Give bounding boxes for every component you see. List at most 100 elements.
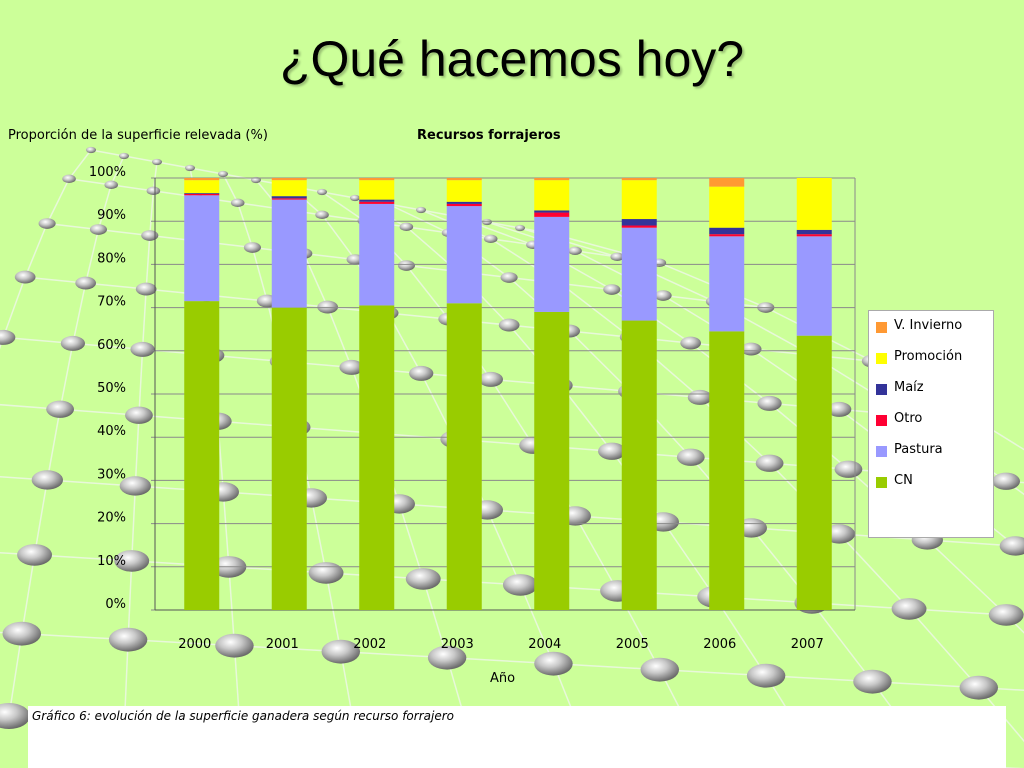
net-line xyxy=(387,203,449,234)
y-tick-label: 100% xyxy=(89,165,126,180)
net-line xyxy=(189,167,224,175)
x-tick-label: 2004 xyxy=(528,637,561,652)
bar-segment xyxy=(359,178,395,181)
net-line xyxy=(486,221,521,229)
net-sphere xyxy=(75,276,96,290)
net-line xyxy=(519,584,555,664)
bar-segment xyxy=(534,311,570,610)
net-line xyxy=(130,485,137,561)
figure-caption: Gráfico 6: evolución de la superficie ga… xyxy=(32,709,454,723)
legend-label: Otro xyxy=(894,411,923,426)
net-line xyxy=(68,178,112,186)
bar-segment xyxy=(621,227,657,321)
net-sphere xyxy=(315,210,329,220)
net-sphere xyxy=(2,621,41,646)
y-tick-label: 50% xyxy=(97,381,126,396)
net-line xyxy=(228,566,236,646)
net-sphere xyxy=(755,454,784,472)
net-sphere xyxy=(108,627,148,652)
net-sphere xyxy=(568,246,582,256)
y-tick-label: 70% xyxy=(97,295,126,310)
net-line xyxy=(926,539,1007,616)
net-line xyxy=(321,191,365,222)
net-sphere xyxy=(409,365,434,381)
net-line xyxy=(310,497,327,574)
bar-segment xyxy=(446,303,482,610)
net-sphere xyxy=(891,598,927,620)
bar-segment xyxy=(184,195,220,302)
bar-segment xyxy=(534,178,570,181)
net-sphere xyxy=(38,218,56,229)
net-sphere xyxy=(757,395,782,411)
net-line xyxy=(141,289,147,350)
bar-segment xyxy=(709,227,745,235)
x-tick-label: 2003 xyxy=(441,637,474,652)
bar-segment xyxy=(621,320,657,610)
net-line xyxy=(303,253,329,308)
y-tick-label: 10% xyxy=(97,554,126,569)
net-sphere xyxy=(146,186,161,196)
net-line xyxy=(490,378,534,446)
net-sphere xyxy=(350,194,360,202)
net-sphere xyxy=(405,568,441,590)
bar-segment xyxy=(621,180,657,220)
bar-segment xyxy=(796,234,832,237)
net-line xyxy=(978,687,1024,743)
legend-swatch xyxy=(876,384,887,395)
net-sphere xyxy=(0,329,16,345)
chart-title: Recursos forrajeros xyxy=(417,128,561,143)
net-sphere xyxy=(114,550,150,572)
net-line xyxy=(145,235,151,290)
net-line xyxy=(24,223,48,278)
bar-segment xyxy=(796,229,832,235)
net-line xyxy=(222,173,239,204)
legend-swatch xyxy=(876,477,887,488)
net-sphere xyxy=(317,300,338,314)
net-line xyxy=(152,161,158,191)
net-line xyxy=(321,191,356,199)
net-sphere xyxy=(339,359,364,375)
net-line xyxy=(222,173,257,181)
bar-segment xyxy=(709,178,745,187)
net-sphere xyxy=(230,198,245,208)
net-sphere xyxy=(959,675,998,700)
net-sphere xyxy=(427,645,467,670)
net-sphere xyxy=(416,206,426,214)
net-line xyxy=(321,214,356,260)
net-line xyxy=(251,247,268,302)
net-line xyxy=(662,521,716,598)
net-line xyxy=(149,190,155,236)
net-sphere xyxy=(152,158,162,166)
net-sphere xyxy=(0,702,30,730)
net-sphere xyxy=(498,318,520,332)
net-sphere xyxy=(603,284,621,295)
bar-segment xyxy=(621,178,657,181)
legend-label: Promoción xyxy=(894,349,963,364)
x-tick-label: 2001 xyxy=(266,637,299,652)
net-sphere xyxy=(31,470,63,490)
bar-segment xyxy=(446,203,482,207)
net-line xyxy=(46,409,61,481)
legend-label: V. Invierno xyxy=(894,318,963,333)
bar-segment xyxy=(359,201,395,204)
net-sphere xyxy=(321,639,360,664)
x-tick-label: 2006 xyxy=(703,637,736,652)
net-line xyxy=(68,149,92,180)
slide-title: ¿Qué hacemos hoy? xyxy=(279,31,745,87)
net-line xyxy=(406,226,449,234)
legend-swatch xyxy=(876,322,887,333)
net-sphere xyxy=(60,335,85,351)
net-sphere xyxy=(992,472,1020,490)
net-line xyxy=(838,533,910,610)
bar-segment xyxy=(446,206,482,304)
net-sphere xyxy=(853,669,892,694)
bar-segment xyxy=(534,216,570,312)
bar-segment xyxy=(621,219,657,226)
net-line xyxy=(84,229,100,284)
net-sphere xyxy=(399,222,414,232)
net-line xyxy=(978,420,1024,451)
net-line xyxy=(422,578,448,658)
net-sphere xyxy=(317,188,327,196)
net-line xyxy=(111,184,154,192)
